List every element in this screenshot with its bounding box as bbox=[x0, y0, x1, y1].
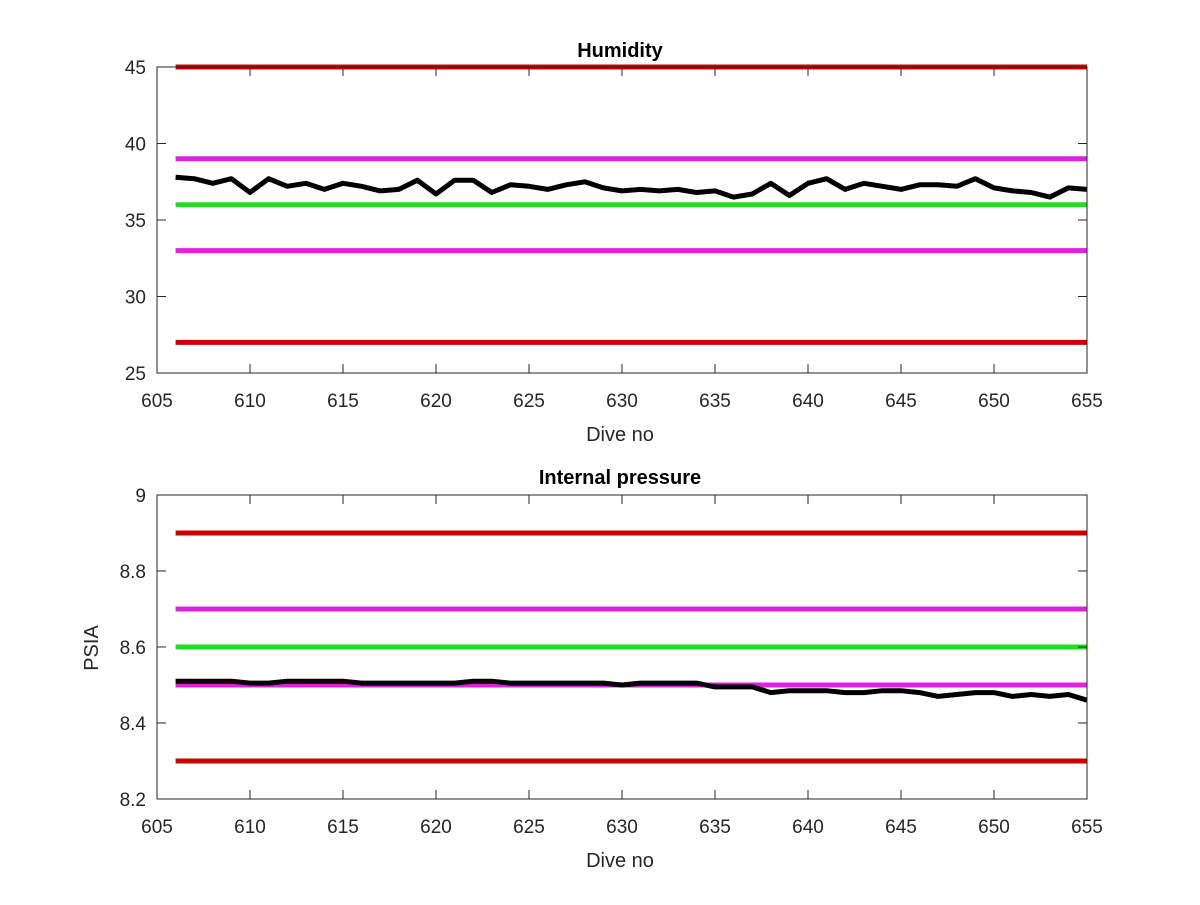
chart-title: Humidity bbox=[577, 40, 663, 62]
x-tick-label: 615 bbox=[327, 391, 359, 412]
x-axis-label: Dive no bbox=[586, 424, 654, 446]
x-tick-label: 615 bbox=[327, 817, 359, 838]
x-tick-label: 635 bbox=[699, 817, 731, 838]
x-tick-label: 645 bbox=[885, 391, 917, 412]
x-tick-label: 655 bbox=[1071, 391, 1103, 412]
y-axis-label: PSIA bbox=[81, 625, 103, 671]
y-tick-label: 9 bbox=[135, 486, 146, 507]
x-tick-label: 610 bbox=[234, 391, 266, 412]
series-line bbox=[175, 678, 1088, 703]
chart-title: Internal pressure bbox=[539, 467, 701, 489]
y-tick-label: 25 bbox=[125, 364, 146, 385]
x-tick-label: 610 bbox=[234, 817, 266, 838]
y-tick-label: 30 bbox=[125, 288, 146, 309]
series-line bbox=[175, 174, 1088, 200]
y-tick-label: 8.8 bbox=[120, 562, 146, 583]
x-tick-label: 630 bbox=[606, 391, 638, 412]
x-tick-label: 635 bbox=[699, 391, 731, 412]
x-tick-label: 620 bbox=[420, 817, 452, 838]
humidity-panel: Humidity Dive no 605 610 615 620 625 630 635 64… bbox=[125, 40, 1103, 446]
x-axis-label: Dive no bbox=[586, 850, 654, 872]
y-tick-label: 8.6 bbox=[120, 638, 146, 659]
y-tick-label: 8.4 bbox=[120, 714, 147, 735]
x-tick-label: 640 bbox=[792, 817, 824, 838]
y-tick-label: 8.2 bbox=[120, 790, 146, 811]
x-tick-label: 625 bbox=[513, 391, 545, 412]
x-tick-label: 605 bbox=[141, 817, 173, 838]
x-tick-label: 655 bbox=[1071, 817, 1103, 838]
x-tick-label: 650 bbox=[978, 391, 1010, 412]
x-tick-label: 630 bbox=[606, 817, 638, 838]
y-tick-label: 45 bbox=[125, 58, 146, 79]
x-tick-label: 625 bbox=[513, 817, 545, 838]
x-tick-label: 620 bbox=[420, 391, 452, 412]
x-tick-label: 645 bbox=[885, 817, 917, 838]
x-tick-label: 650 bbox=[978, 817, 1010, 838]
x-tick-label: 640 bbox=[792, 391, 824, 412]
internal-pressure-panel: Internal pressure Dive no PSIA 605 610 615… bbox=[81, 467, 1103, 872]
y-tick-label: 40 bbox=[125, 135, 146, 156]
y-tick-label: 35 bbox=[125, 211, 146, 232]
x-tick-label: 605 bbox=[141, 391, 173, 412]
